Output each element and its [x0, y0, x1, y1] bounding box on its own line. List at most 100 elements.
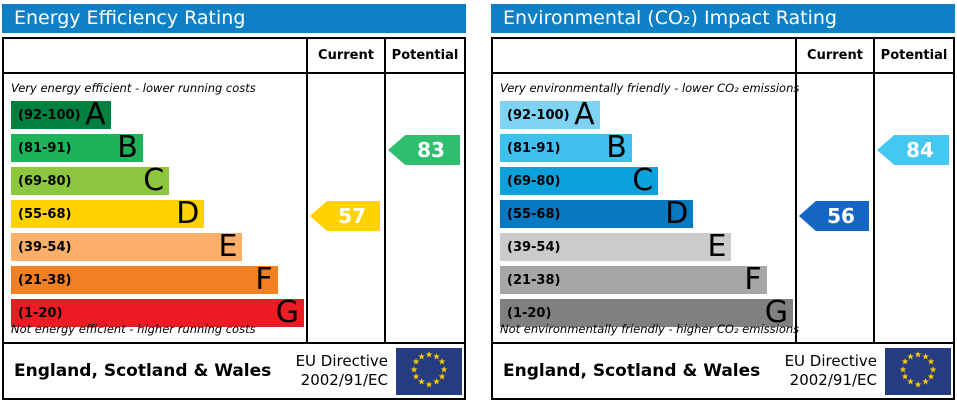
eu-directive-label: EU Directive 2002/91/EC: [296, 352, 388, 390]
eu-star-icon: ★: [411, 372, 421, 383]
eu-star-icon: ★: [432, 352, 441, 362]
potential-value-column: 84: [873, 74, 953, 342]
band-letter-label: A: [574, 97, 595, 132]
bottom-note: Not environmentally friendly - higher CO…: [500, 322, 800, 336]
rating-table: Current Potential Very energy efficient …: [2, 37, 466, 400]
eu-star-icon: ★: [424, 350, 434, 360]
rating-panel: Energy Efficiency Rating Current Potenti…: [2, 4, 466, 402]
band-range-label: (92-100): [18, 107, 81, 123]
current-rating-arrow: 56: [799, 201, 869, 231]
band-row: (69-80) C: [11, 166, 170, 196]
band-row: (21-38) F: [500, 265, 767, 295]
band-letter-label: B: [606, 130, 627, 165]
band-letter-label: G: [764, 295, 788, 330]
potential-column-header: Potential: [384, 39, 464, 72]
eu-star-icon: ★: [921, 352, 930, 362]
band-letter-label: F: [255, 262, 273, 297]
eu-directive-line1: EU Directive: [295, 352, 388, 371]
rating-table: Current Potential Very environmentally f…: [491, 37, 955, 400]
band-row: (1-20) G: [11, 295, 304, 330]
potential-rating-value: 84: [906, 138, 934, 162]
header-spacer-cell: [4, 39, 306, 72]
band-range-label: (39-54): [18, 239, 72, 255]
table-body: Very environmentally friendly - lower CO…: [493, 74, 953, 342]
panel-title-bar: Environmental (CO₂) Impact Rating: [491, 4, 955, 33]
eu-star-icon: ★: [432, 377, 441, 388]
header-spacer-cell: [493, 39, 795, 72]
eu-star-icon: ★: [906, 352, 915, 362]
panel-title: Environmental (CO₂) Impact Rating: [503, 7, 837, 29]
current-rating-value: 56: [827, 204, 855, 228]
band-row: (92-100) A: [11, 97, 111, 132]
eu-star-icon: ★: [926, 357, 936, 368]
table-body: Very energy efficient - lower running co…: [4, 74, 464, 342]
eu-star-icon: ★: [906, 377, 915, 388]
eu-directive-line2: 2002/91/EC: [789, 371, 877, 389]
eu-directive-line2: 2002/91/EC: [300, 371, 388, 389]
eu-star-icon: ★: [913, 380, 923, 390]
band-range-label: (81-91): [18, 140, 72, 156]
eu-star-icon: ★: [928, 365, 938, 375]
eu-directive-line1: EU Directive: [784, 352, 877, 371]
eu-star-icon: ★: [926, 372, 936, 383]
region-label: England, Scotland & Wales: [14, 361, 272, 381]
eu-star-icon: ★: [921, 377, 930, 388]
bands: (92-100) A (81-91) B (69-80) C (55-68) D…: [11, 97, 304, 332]
band-letter-label: D: [176, 196, 200, 231]
bottom-note: Not energy efficient - higher running co…: [11, 322, 256, 336]
table-header-row: Current Potential: [4, 39, 464, 74]
eu-flag-icon: ★ ★ ★ ★ ★ ★ ★ ★ ★ ★ ★ ★: [885, 347, 951, 395]
bands: (92-100) A (81-91) B (69-80) C (55-68) D…: [500, 97, 793, 332]
eu-directive-label: EU Directive 2002/91/EC: [785, 352, 877, 390]
band-letter-label: B: [117, 130, 138, 165]
potential-rating-value: 83: [417, 138, 445, 162]
band-row: (92-100) A: [500, 97, 600, 132]
band-range-label: (81-91): [507, 140, 561, 156]
band-range-label: (69-80): [18, 173, 72, 189]
band-row: (21-38) F: [11, 262, 278, 297]
band-row: (55-68) D: [11, 196, 205, 231]
current-value-column: 56: [795, 74, 873, 342]
eu-star-icon: ★: [409, 365, 419, 375]
band-letter-label: D: [665, 196, 689, 231]
band-range-label: (55-68): [507, 206, 561, 222]
band-range-label: (21-38): [18, 272, 72, 288]
band-letter-label: G: [275, 295, 299, 330]
band-row: (55-68) D: [500, 196, 694, 231]
eu-star-icon: ★: [898, 365, 908, 375]
band-range-label: (21-38): [507, 272, 561, 288]
band-range-label: (1-20): [18, 305, 63, 321]
band-letter-label: C: [632, 163, 654, 198]
band-row: (39-54) E: [500, 232, 732, 262]
band-row: (1-20) G: [500, 295, 793, 330]
eu-star-icon: ★: [900, 372, 910, 383]
panel-title: Energy Efficiency Rating: [14, 7, 246, 29]
potential-rating-arrow: 84: [877, 135, 949, 165]
band-range-label: (1-20): [507, 305, 552, 321]
current-column-header: Current: [306, 39, 384, 72]
top-note: Very energy efficient - lower running co…: [11, 81, 256, 95]
band-letter-label: A: [85, 97, 106, 132]
current-rating-arrow: 57: [310, 201, 380, 231]
eu-star-icon: ★: [439, 365, 449, 375]
band-range-label: (55-68): [18, 206, 72, 222]
band-range-label: (69-80): [507, 173, 561, 189]
top-note: Very environmentally friendly - lower CO…: [500, 81, 800, 95]
eu-star-icon: ★: [424, 380, 434, 390]
eu-star-icon: ★: [437, 357, 447, 368]
table-footer-row: England, Scotland & Wales EU Directive 2…: [493, 342, 953, 398]
current-value-column: 57: [306, 74, 384, 342]
band-range-label: (92-100): [507, 107, 570, 123]
potential-column-header: Potential: [873, 39, 953, 72]
table-header-row: Current Potential: [493, 39, 953, 74]
eu-star-icon: ★: [417, 352, 426, 362]
potential-rating-arrow: 83: [388, 135, 460, 165]
band-row: (39-54) E: [11, 232, 243, 262]
panel-title-bar: Energy Efficiency Rating: [2, 4, 466, 33]
band-row: (81-91) B: [11, 130, 143, 165]
current-rating-value: 57: [338, 204, 366, 228]
band-row: (81-91) B: [500, 130, 632, 165]
eu-star-icon: ★: [900, 357, 910, 368]
band-range-label: (39-54): [507, 239, 561, 255]
